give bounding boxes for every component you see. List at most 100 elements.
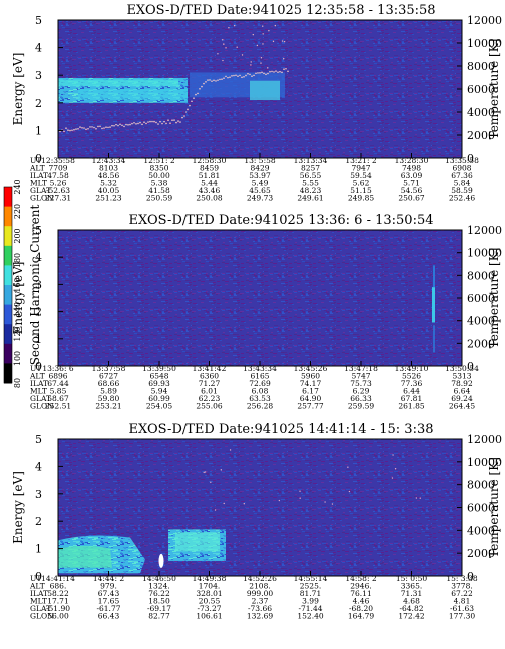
trace-point [275, 70, 277, 72]
trace-point [262, 43, 264, 45]
table-cell: 82.77 [148, 612, 170, 621]
table-cell: 13:43:34 [243, 364, 277, 373]
table-cell: 12:51: 2 [143, 156, 175, 165]
y2-tick-label: 4000 [467, 315, 495, 328]
trace-point [217, 53, 219, 55]
table-cell: 979. [100, 582, 117, 591]
trace-point [203, 471, 205, 474]
trace-point [260, 57, 263, 59]
table-row-label: GLAT [30, 186, 51, 195]
colorbar-tick-label: 160 [13, 277, 22, 292]
table-cell: 58.67 [47, 394, 69, 403]
trace-point [256, 44, 259, 47]
table-cell: 6.64 [454, 387, 471, 396]
trace-point [123, 125, 125, 128]
trace-point [251, 75, 253, 78]
trace-point [213, 79, 215, 82]
trace-point [223, 77, 225, 79]
colorbar-segment [4, 304, 12, 325]
table-cell: 8103 [99, 164, 118, 173]
trace-point [392, 454, 394, 456]
trace-point [129, 123, 131, 126]
trace-point [265, 73, 267, 76]
trace-point [207, 79, 209, 81]
trace-point [209, 79, 211, 81]
trace-point [177, 120, 179, 122]
panel-title: EXOS-D/TED Date:941025 12:35:58 - 13:35:… [126, 3, 435, 18]
trace-point [131, 122, 133, 125]
table-cell: 63.53 [249, 394, 271, 403]
table-cell: 13:47:18 [344, 364, 378, 373]
trace-point [272, 40, 275, 43]
table-cell: 6908 [452, 164, 471, 173]
table-cell: 106.61 [196, 612, 222, 621]
trace-point [235, 74, 237, 77]
table-cell: 20.55 [199, 597, 221, 606]
trace-point [415, 497, 418, 499]
trace-point [229, 76, 231, 79]
table-cell: 14:41:14 [41, 574, 75, 583]
trace-point [137, 122, 139, 125]
table-cell: 59.80 [98, 394, 120, 403]
y-tick-label: 5 [35, 433, 42, 446]
colorbar-label: Second Harmonic Current [28, 205, 42, 366]
y2-tick-label: 2000 [467, 337, 495, 350]
table-cell: 252.46 [449, 194, 475, 203]
table-cell: 264.45 [449, 402, 475, 411]
table-cell: 67.44 [47, 379, 69, 388]
y2-tick-label: 10000 [467, 247, 502, 260]
trace-point [71, 129, 73, 132]
trace-point [233, 24, 236, 27]
table-cell: -68.20 [349, 604, 373, 613]
table-cell: 81.71 [300, 589, 321, 598]
table-row-label: UT [30, 364, 41, 373]
trace-point [394, 468, 397, 470]
table-cell: 4.46 [353, 597, 370, 606]
table-cell: 59.54 [350, 171, 372, 180]
trace-point [299, 490, 301, 492]
table-cell: 13:28:30 [395, 156, 429, 165]
ion-band-core [78, 89, 188, 101]
trace-point [262, 33, 264, 35]
trace-point [223, 502, 225, 505]
table-cell: 13:36: 6 [42, 364, 74, 373]
table-cell: 686. [50, 582, 67, 591]
y-tick-label: 0 [35, 152, 42, 165]
trace-point [210, 481, 212, 484]
trace-point [217, 79, 219, 81]
trace-point [255, 72, 257, 75]
table-cell: 4.81 [454, 597, 471, 606]
table-cell: 17.71 [47, 597, 68, 606]
trace-point [283, 40, 286, 43]
table-cell: 14:58: 2 [345, 574, 377, 583]
table-cell: 12:58:30 [193, 156, 227, 165]
table-cell: 40.05 [98, 186, 120, 195]
trace-point [283, 58, 285, 60]
trace-point [141, 123, 143, 126]
trace-point [77, 127, 79, 130]
table-cell: 5.94 [151, 387, 168, 396]
trace-point [231, 75, 233, 77]
y-axis-label: Energy [eV] [11, 262, 25, 335]
table-cell: 3.99 [302, 597, 319, 606]
trace-point [263, 72, 265, 75]
table-cell: -52.63 [46, 186, 70, 195]
trace-point [239, 74, 241, 77]
trace-point [163, 120, 165, 123]
trace-point [252, 33, 255, 36]
y-tick-label: 4 [35, 460, 42, 473]
table-cell: 43.46 [199, 186, 221, 195]
y2-tick-label: 2000 [467, 547, 495, 560]
trace-point [153, 120, 155, 123]
table-cell: 5.84 [454, 179, 471, 188]
y2-tick-label: 12000 [467, 433, 502, 446]
trace-point [149, 120, 151, 123]
table-cell: 8257 [301, 164, 320, 173]
table-cell: 50.00 [148, 171, 170, 180]
table-row-label: MLT [30, 597, 47, 606]
table-cell: 2.37 [252, 597, 269, 606]
trace-point [287, 70, 289, 73]
trace-point [211, 80, 213, 82]
table-cell: 252.51 [45, 402, 71, 411]
